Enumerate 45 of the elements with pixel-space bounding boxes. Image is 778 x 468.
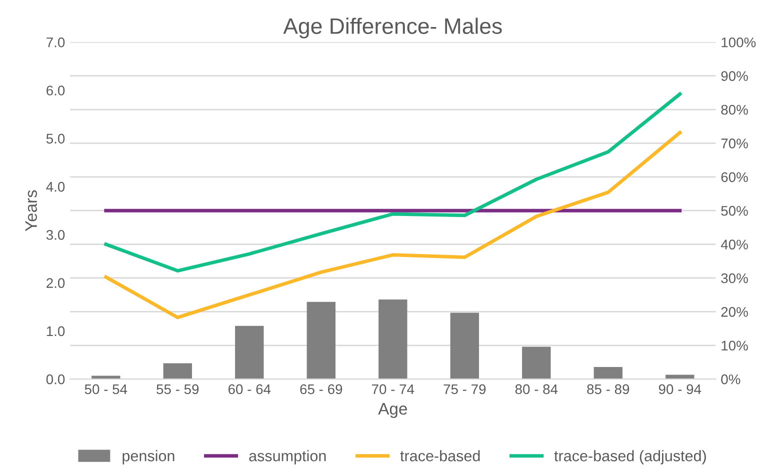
legend-label: trace-based: [400, 450, 480, 462]
legend-label: trace-based (adjusted): [554, 450, 706, 464]
bar: [666, 374, 694, 380]
y-tick-label: 1.0: [46, 326, 65, 336]
x-tick-label: 85 - 89: [587, 384, 630, 394]
y-tick-label: 2.0: [46, 278, 65, 288]
y2-tick-label: 20%: [721, 307, 748, 317]
line-series: [104, 130, 682, 320]
x-tick-label: 65 - 69: [300, 384, 342, 394]
bar: [522, 346, 551, 380]
bar: [378, 300, 408, 380]
y2-tick-label: 50%: [721, 206, 748, 216]
y-axis-title: Years: [25, 190, 38, 232]
chart-title: Age Difference- Males: [283, 18, 502, 38]
y2-tick-label: 90%: [721, 71, 748, 81]
bar: [594, 366, 622, 380]
x-tick-label: 70 - 74: [372, 384, 414, 394]
y2-tick-label: 30%: [721, 273, 748, 284]
y2-tick-label: 70%: [721, 138, 748, 148]
y-tick-label: 5.0: [46, 134, 65, 144]
x-tick-label: 60 - 64: [228, 384, 271, 394]
legend-label: pension: [122, 450, 174, 464]
bar: [235, 326, 264, 380]
x-tick-label: 80 - 84: [515, 384, 558, 394]
legend-label: assumption: [249, 450, 326, 464]
y2-tick-label: 10%: [722, 340, 748, 351]
x-tick-label: 50 - 54: [84, 384, 128, 394]
x-axis-title: Age: [378, 403, 407, 418]
y2-tick-label: 100%: [722, 37, 756, 48]
y2-tick-label: 60%: [721, 172, 748, 182]
y-tick-label: 3.0: [46, 230, 65, 240]
line-series: [104, 92, 682, 273]
y2-tick-label: 40%: [720, 240, 748, 250]
bar: [163, 363, 192, 380]
y2-tick-label: 0%: [721, 374, 740, 384]
y2-tick-label: 80%: [721, 104, 748, 115]
x-tick-label: 90 - 94: [658, 384, 702, 394]
x-tick-label: 75 - 79: [444, 384, 486, 394]
bar: [306, 302, 336, 380]
y-tick-label: 6.0: [46, 86, 65, 96]
x-tick-label: 55 - 59: [156, 384, 199, 394]
y-tick-label: 0.0: [46, 374, 65, 384]
bar: [450, 312, 479, 380]
y-tick-label: 7.0: [46, 37, 65, 48]
y-tick-label: 4.0: [46, 182, 65, 192]
